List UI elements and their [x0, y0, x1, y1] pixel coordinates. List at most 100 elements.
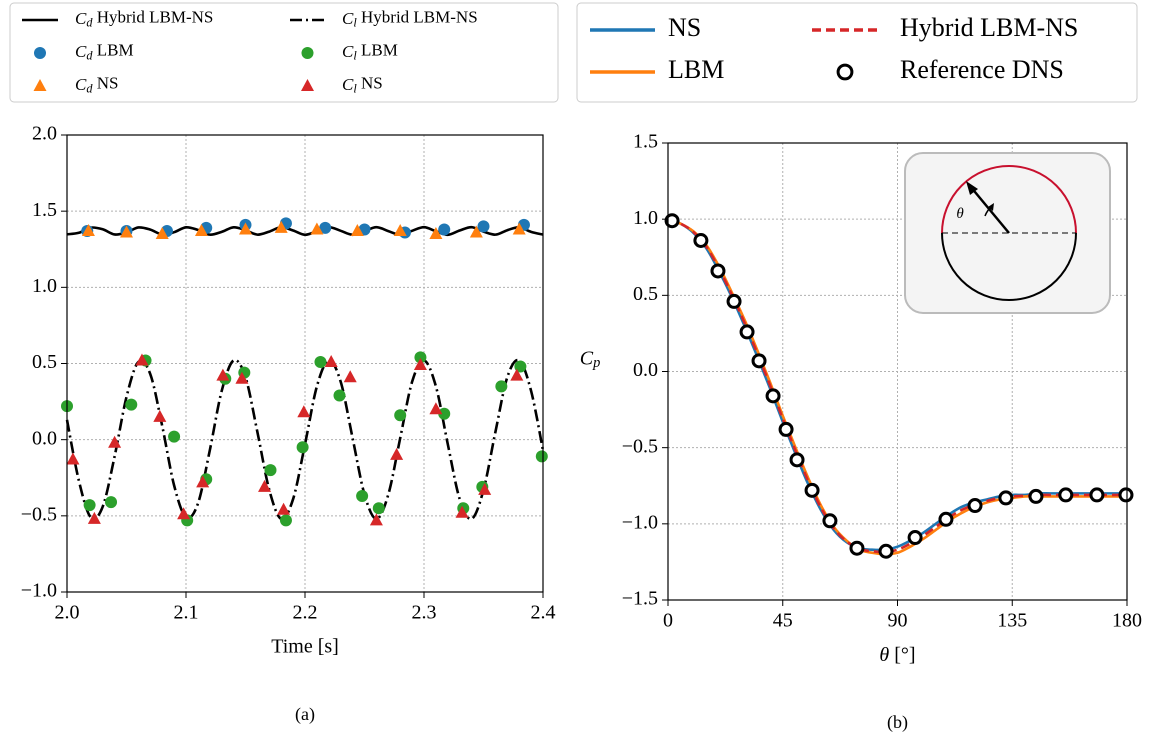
legend-label: Cd LBM	[75, 40, 134, 62]
x-tick-label: 135	[997, 610, 1027, 632]
legend-marker	[836, 63, 854, 81]
x-tick-label: 2.1	[174, 602, 199, 624]
marker	[514, 360, 527, 373]
marker	[938, 511, 954, 527]
marker	[726, 293, 742, 309]
marker	[120, 225, 133, 238]
marker	[239, 222, 252, 235]
marker	[469, 225, 483, 238]
series-line	[66, 225, 544, 237]
marker	[324, 354, 338, 367]
marker	[455, 505, 469, 518]
marker	[66, 452, 80, 465]
marker	[81, 223, 95, 236]
marker	[967, 498, 983, 514]
marker	[693, 232, 709, 248]
series-line	[667, 217, 1128, 554]
marker	[778, 421, 794, 437]
marker	[369, 513, 383, 526]
x-axis-label: θ [°]	[879, 644, 915, 666]
marker	[789, 452, 805, 468]
marker	[413, 358, 427, 371]
marker	[535, 450, 548, 463]
marker	[196, 475, 210, 488]
legend-label: LBM	[668, 55, 724, 84]
marker	[512, 222, 526, 235]
marker	[314, 355, 327, 368]
legend-label: Cl LBM	[342, 40, 398, 62]
marker	[849, 540, 865, 556]
y-tick-label: −0.5	[622, 435, 658, 457]
marker	[510, 368, 524, 381]
axes-frame	[66, 134, 544, 593]
y-tick-label: 1.5	[633, 131, 658, 153]
legend-label: Hybrid LBM-NS	[900, 13, 1078, 42]
y-tick-label: 0.0	[633, 359, 658, 381]
marker	[765, 388, 781, 404]
marker	[297, 405, 311, 418]
marker	[258, 479, 272, 492]
marker	[372, 502, 385, 515]
inset-angle-arrowhead	[988, 203, 994, 211]
x-tick-label: 90	[888, 610, 908, 632]
y-tick-label: −0.5	[21, 503, 57, 525]
marker	[177, 507, 191, 520]
legend-box	[576, 2, 1138, 103]
marker	[296, 441, 309, 454]
legend-label: Cd NS	[75, 73, 118, 95]
marker	[1028, 488, 1044, 504]
marker	[87, 511, 101, 524]
marker	[277, 502, 291, 515]
marker	[279, 514, 292, 527]
marker	[478, 482, 492, 495]
marker	[153, 409, 167, 422]
inset-arrowhead	[966, 181, 978, 195]
marker	[319, 221, 332, 234]
marker	[235, 371, 249, 384]
marker	[822, 513, 838, 529]
x-tick-label: 45	[773, 610, 793, 632]
legend-label: Cd Hybrid LBM-NS	[75, 7, 213, 29]
y-tick-label: 1.0	[633, 207, 658, 229]
y-tick-label: 0.5	[633, 283, 658, 305]
marker	[1089, 487, 1105, 503]
marker	[83, 499, 96, 512]
marker	[710, 263, 726, 279]
marker	[105, 496, 118, 509]
marker	[264, 464, 277, 477]
marker	[333, 389, 346, 402]
marker	[429, 227, 443, 240]
marker	[907, 530, 923, 546]
x-tick-label: 180	[1112, 610, 1142, 632]
marker	[739, 324, 755, 340]
marker	[414, 351, 427, 364]
marker	[438, 407, 451, 420]
marker	[477, 220, 490, 233]
inset	[904, 152, 1111, 314]
marker	[751, 353, 767, 369]
marker	[1118, 487, 1134, 503]
marker	[394, 409, 407, 422]
marker	[804, 482, 820, 498]
y-tick-label: −1.5	[622, 588, 658, 610]
marker	[274, 220, 288, 233]
marker	[310, 222, 324, 235]
marker	[108, 435, 122, 448]
marker	[194, 223, 208, 236]
marker	[393, 223, 407, 236]
x-tick-label: 2.4	[531, 602, 556, 624]
legend-marker	[301, 79, 314, 91]
panel-label: (a)	[295, 704, 315, 725]
y-tick-label: 0.5	[32, 351, 57, 373]
marker	[438, 223, 451, 236]
x-axis-label: Time [s]	[271, 636, 339, 658]
marker	[155, 227, 169, 240]
marker	[135, 353, 149, 366]
legend-marker	[33, 79, 47, 91]
y-tick-label: 1.5	[32, 199, 57, 221]
inset-arc-bottom	[941, 232, 1077, 301]
marker	[356, 490, 369, 503]
marker	[390, 447, 404, 460]
y-axis-label: Cp	[580, 347, 601, 371]
